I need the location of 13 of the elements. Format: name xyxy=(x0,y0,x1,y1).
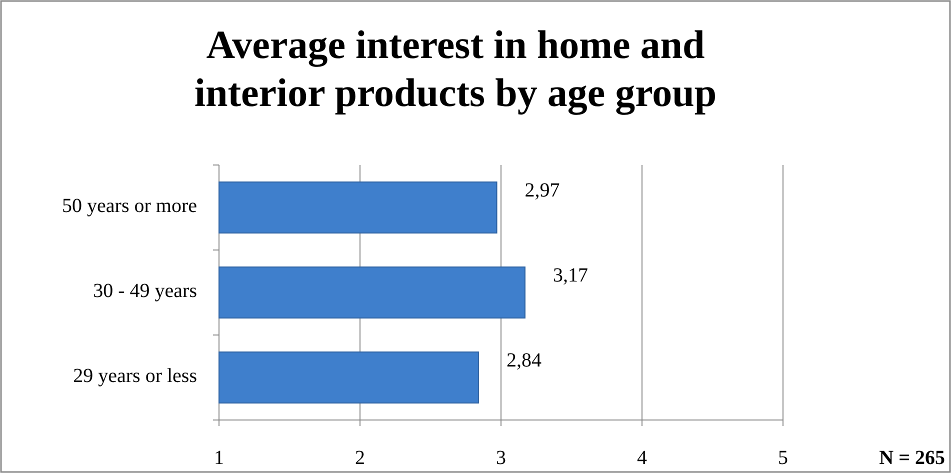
data-label: 2,97 xyxy=(524,180,560,202)
y-tick-label: 29 years or less xyxy=(73,365,198,388)
y-tick-label: 50 years or more xyxy=(62,195,198,218)
chart-title: Average interest in home and interior products by age group xyxy=(194,22,717,115)
x-tick-label: 1 xyxy=(214,447,224,469)
x-tick-label: 4 xyxy=(637,447,647,469)
data-label: 2,84 xyxy=(506,350,542,372)
data-label: 3,17 xyxy=(552,264,588,287)
x-tick-label: 2 xyxy=(355,447,365,469)
x-tick-label: 3 xyxy=(496,447,506,469)
y-tick-label: 30 - 49 years xyxy=(93,280,198,302)
text: N = 265 xyxy=(879,447,945,469)
x-tick-label: 5 xyxy=(778,447,788,469)
